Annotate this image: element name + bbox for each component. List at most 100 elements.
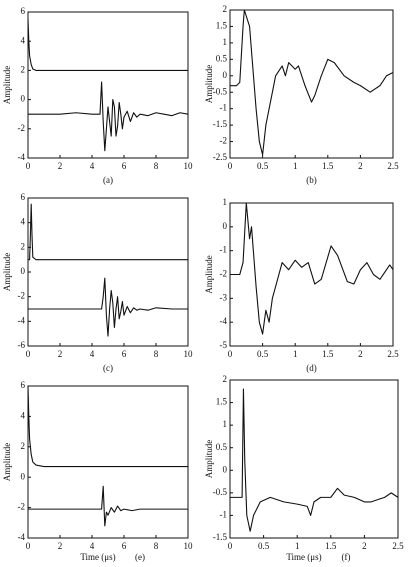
y-tick-label: 4 xyxy=(21,217,26,227)
plot-frame xyxy=(229,379,399,539)
panel: -5 -4 -3 -2 -1 0 1 0 0.5 1 1.5 2 2.5 Amplitude (d) xyxy=(204,197,399,373)
y-tick-label: -0.5 xyxy=(213,86,228,96)
y-tick-label: 2 xyxy=(21,441,26,451)
y-tick-label: -2 xyxy=(220,269,228,279)
trace xyxy=(28,277,188,337)
y-tick-label: 4 xyxy=(21,410,26,420)
x-tick-label: 0 xyxy=(228,349,233,359)
y-tick-label: 1.5 xyxy=(216,397,228,407)
x-tick-label: 8 xyxy=(154,349,159,359)
x-tick-label: 2.5 xyxy=(387,161,399,171)
x-tick-label: 10 xyxy=(184,541,194,551)
trace xyxy=(230,202,394,335)
x-tick-label: 2.5 xyxy=(387,349,399,359)
x-tick-label: 4 xyxy=(90,349,95,359)
x-tick-label: 4 xyxy=(90,541,95,551)
x-tick-label: 1 xyxy=(293,161,298,171)
y-tick-label: 0 xyxy=(223,464,228,474)
y-tick-label: -1.5 xyxy=(213,532,228,542)
plot-frame xyxy=(229,9,394,159)
x-axis-label: Time (μs) xyxy=(80,552,115,562)
y-tick-label: 0 xyxy=(223,70,228,80)
x-tick-label: 0 xyxy=(26,541,31,551)
y-tick-label: 6 xyxy=(21,192,26,202)
panel: -4 -2 0 2 4 6 0 2 4 6 8 10 Amplitude (a) xyxy=(2,6,193,185)
y-tick-label: -1.5 xyxy=(213,119,228,129)
caption: (e) xyxy=(135,552,145,562)
y-tick-label: -2 xyxy=(18,291,26,301)
y-tick-label: -4 xyxy=(18,532,26,542)
x-tick-label: 0 xyxy=(26,161,31,171)
y-axis-label: Amplitude xyxy=(2,253,12,292)
x-tick-label: 0.5 xyxy=(257,349,269,359)
y-tick-label: -1 xyxy=(220,509,228,519)
panel: -6 -4 -2 0 2 4 6 0 2 4 6 8 10 Amplitude (c) xyxy=(2,192,193,373)
y-tick-label: -2 xyxy=(18,502,26,512)
x-tick-label: 2 xyxy=(58,541,63,551)
y-tick-label: 2 xyxy=(223,4,228,14)
y-tick-label: 1 xyxy=(223,419,228,429)
x-tick-label: 8 xyxy=(154,161,159,171)
plot-frame xyxy=(27,385,189,539)
x-tick-label: 1.5 xyxy=(322,161,334,171)
y-tick-label: 2 xyxy=(21,64,26,74)
y-tick-label: 2 xyxy=(21,241,26,251)
trace xyxy=(27,385,188,468)
y-tick-label: -4 xyxy=(18,152,26,162)
y-tick-label: 1 xyxy=(223,197,228,207)
x-tick-label: 4 xyxy=(90,161,95,171)
x-tick-label: 6 xyxy=(122,161,127,171)
x-axis-label: Time (μs) xyxy=(286,552,321,562)
plot-frame xyxy=(27,11,189,159)
y-tick-label: -4 xyxy=(18,315,26,325)
trace xyxy=(230,388,399,532)
x-tick-label: 2 xyxy=(58,161,63,171)
y-tick-label: 4 xyxy=(21,35,26,45)
y-axis-label: Amplitude xyxy=(2,443,12,482)
y-tick-label: 0 xyxy=(21,266,26,276)
y-tick-label: 2 xyxy=(223,374,228,384)
x-tick-label: 8 xyxy=(154,541,159,551)
y-axis-label: Amplitude xyxy=(204,255,214,294)
x-tick-label: 1.5 xyxy=(322,349,334,359)
trace xyxy=(27,19,188,71)
y-tick-label: 0.5 xyxy=(216,442,228,452)
y-tick-label: 1 xyxy=(223,37,228,47)
y-tick-label: -2.5 xyxy=(213,152,228,162)
y-axis-label: Amplitude xyxy=(204,65,214,104)
x-tick-label: 2 xyxy=(362,541,367,551)
y-tick-label: -6 xyxy=(18,340,26,350)
y-tick-label: 0 xyxy=(21,471,26,481)
x-tick-label: 2 xyxy=(58,349,63,359)
x-tick-label: 1.5 xyxy=(325,541,337,551)
y-tick-label: 1.5 xyxy=(216,21,228,31)
y-tick-label: 6 xyxy=(21,6,26,16)
y-tick-label: 0 xyxy=(21,94,26,104)
caption: (c) xyxy=(103,363,113,373)
panel: -2.5 -2 -1.5 -1 -0.5 0 0.5 1 1.5 2 0 0.5 1 1.5 2 2.5 Amp… xyxy=(204,4,399,185)
caption: (f) xyxy=(342,552,351,562)
x-tick-label: 0 xyxy=(26,349,31,359)
x-tick-label: 0.5 xyxy=(258,541,270,551)
caption: (a) xyxy=(103,175,113,185)
y-tick-label: 0 xyxy=(223,221,228,231)
y-tick-label: -4 xyxy=(220,316,228,326)
x-tick-label: 0 xyxy=(228,161,233,171)
trace xyxy=(28,203,188,261)
y-tick-label: -0.5 xyxy=(213,487,228,497)
x-tick-label: 10 xyxy=(184,161,194,171)
y-tick-label: 0.5 xyxy=(216,53,228,63)
y-tick-label: -1 xyxy=(220,103,228,113)
y-tick-label: -2 xyxy=(18,123,26,133)
trace xyxy=(230,9,394,156)
x-tick-label: 2 xyxy=(358,161,363,171)
x-tick-label: 2.5 xyxy=(392,541,404,551)
y-axis-label: Amplitude xyxy=(2,66,12,105)
x-tick-label: 10 xyxy=(184,349,194,359)
panel: -4 -2 0 2 4 6 0 2 4 6 8 10 Amplitude Time (μs) (e) xyxy=(2,380,193,562)
panel: -1.5 -1 -0.5 0 0.5 1 1.5 2 0 0.5 1 1.5 2 2.5 Amplitude… xyxy=(204,374,404,562)
trace xyxy=(28,81,189,152)
caption: (b) xyxy=(306,175,317,185)
